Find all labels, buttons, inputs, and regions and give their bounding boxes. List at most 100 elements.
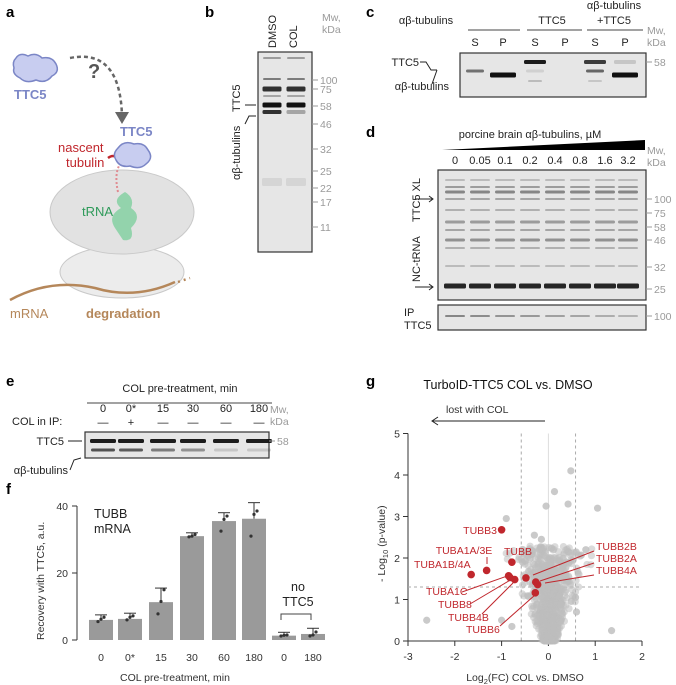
gel-band bbox=[445, 265, 465, 267]
gel-band bbox=[595, 265, 615, 267]
gel-band bbox=[545, 198, 565, 200]
gel-band bbox=[595, 238, 615, 242]
protein-point bbox=[502, 549, 510, 557]
panel-label-g: g bbox=[366, 373, 375, 390]
protein-point bbox=[593, 504, 602, 512]
tubulin-label: TUBB2B bbox=[596, 541, 637, 553]
y-tick-label: 40 bbox=[56, 501, 68, 513]
replicate-point bbox=[125, 618, 129, 622]
gel-band bbox=[588, 80, 602, 82]
gel-band bbox=[181, 448, 205, 452]
gel-band bbox=[445, 190, 465, 194]
band-pointers bbox=[420, 61, 438, 85]
concentration-label: 3.2 bbox=[620, 155, 635, 167]
gel-band bbox=[520, 209, 540, 211]
y-tick-label: 20 bbox=[56, 568, 68, 580]
protein-point bbox=[532, 622, 540, 630]
leader-line bbox=[499, 594, 536, 627]
group-label-tubulins: αβ-tubulins bbox=[399, 15, 454, 27]
gel-band bbox=[570, 247, 590, 249]
time-label: 15 bbox=[157, 403, 169, 415]
protein-point bbox=[509, 547, 518, 555]
protein-point bbox=[518, 581, 527, 589]
protein-point bbox=[564, 500, 572, 508]
y-tick-label: 1 bbox=[394, 595, 400, 607]
replicate-point bbox=[249, 534, 253, 538]
fraction-label: S bbox=[531, 37, 538, 49]
replicate-point bbox=[255, 509, 259, 513]
protein-point bbox=[537, 535, 545, 543]
replicate-point bbox=[187, 535, 191, 539]
gel-band bbox=[570, 220, 590, 224]
marker-label: 100 bbox=[654, 311, 672, 323]
annotation-tubb: TUBB bbox=[94, 507, 127, 521]
gel-band bbox=[445, 209, 465, 211]
concentration-label: 0.4 bbox=[547, 155, 562, 167]
mw-header: Mw, bbox=[322, 12, 341, 24]
leader-line bbox=[461, 574, 511, 593]
kda-header: kDa bbox=[647, 37, 666, 49]
gel-band bbox=[286, 110, 306, 114]
protein-point bbox=[542, 599, 550, 607]
marker-label: 46 bbox=[654, 235, 666, 247]
gel-band bbox=[520, 247, 540, 249]
gel-band bbox=[520, 198, 540, 200]
gel-band bbox=[520, 220, 540, 224]
protein-point bbox=[562, 586, 570, 594]
gel-band bbox=[470, 238, 490, 242]
gel-band bbox=[151, 448, 175, 452]
concentration-label: 0.05 bbox=[469, 155, 490, 167]
gel-band bbox=[494, 283, 516, 289]
ttc5-free-shape bbox=[12, 53, 59, 83]
protein-point bbox=[553, 592, 561, 600]
gel-band bbox=[570, 190, 590, 194]
marker-label: 100 bbox=[654, 194, 672, 206]
tubulin-label: TUBA1C bbox=[426, 586, 468, 598]
ip-ttc5-label: TTC5 bbox=[404, 320, 432, 332]
replicate-point bbox=[193, 532, 197, 537]
x-tick-label: 180 bbox=[245, 652, 263, 664]
gel-band bbox=[287, 57, 305, 59]
gel-band bbox=[586, 69, 604, 73]
gel-band bbox=[91, 448, 115, 452]
gel-band bbox=[520, 315, 540, 317]
bar bbox=[272, 635, 296, 640]
y-tick-label: 3 bbox=[394, 512, 400, 524]
x-tick-label: -2 bbox=[450, 651, 459, 663]
x-tick-label: -3 bbox=[403, 651, 412, 663]
gel-band bbox=[584, 60, 606, 64]
tubulin-label: TUBB3 bbox=[463, 525, 497, 537]
gel-band bbox=[247, 448, 271, 452]
x-tick-label: 0* bbox=[125, 652, 135, 664]
protein-point bbox=[520, 550, 529, 558]
y-tick-label: 4 bbox=[394, 470, 400, 482]
protein-point bbox=[582, 546, 590, 554]
gel-band bbox=[528, 80, 542, 82]
gel-band bbox=[544, 283, 566, 289]
marker-label: 32 bbox=[654, 262, 666, 274]
leader-line bbox=[539, 562, 595, 582]
x-axis-label: Log2(FC) COL vs. DMSO bbox=[466, 672, 584, 685]
nascent-label: nascent bbox=[58, 140, 104, 155]
x-tick-label: 0 bbox=[98, 652, 104, 664]
mrna-strand bbox=[9, 280, 176, 302]
gel-band bbox=[618, 179, 638, 181]
bar bbox=[242, 518, 266, 640]
replicate-point bbox=[222, 517, 226, 522]
col-in-ip-sign: — bbox=[188, 417, 199, 429]
tubulin-band-label: αβ-tubulins bbox=[231, 125, 243, 180]
ttc5-bound-label: TTC5 bbox=[120, 124, 153, 139]
gel-band bbox=[595, 229, 615, 231]
protein-point bbox=[540, 621, 548, 630]
gel-band bbox=[545, 186, 565, 188]
protein-point bbox=[534, 558, 543, 566]
tubulin-label: TUBB4B bbox=[448, 612, 489, 624]
nc-trna-label: NC-tRNA bbox=[411, 236, 423, 282]
gel-band bbox=[595, 247, 615, 249]
leader-line bbox=[469, 578, 513, 605]
pretreatment-title: COL pre-treatment, min bbox=[122, 383, 237, 395]
panel-g-volcano: TurboID-TTC5 COL vs. DMSO lost with COL … bbox=[376, 378, 645, 685]
arrowhead-icon bbox=[115, 112, 129, 124]
